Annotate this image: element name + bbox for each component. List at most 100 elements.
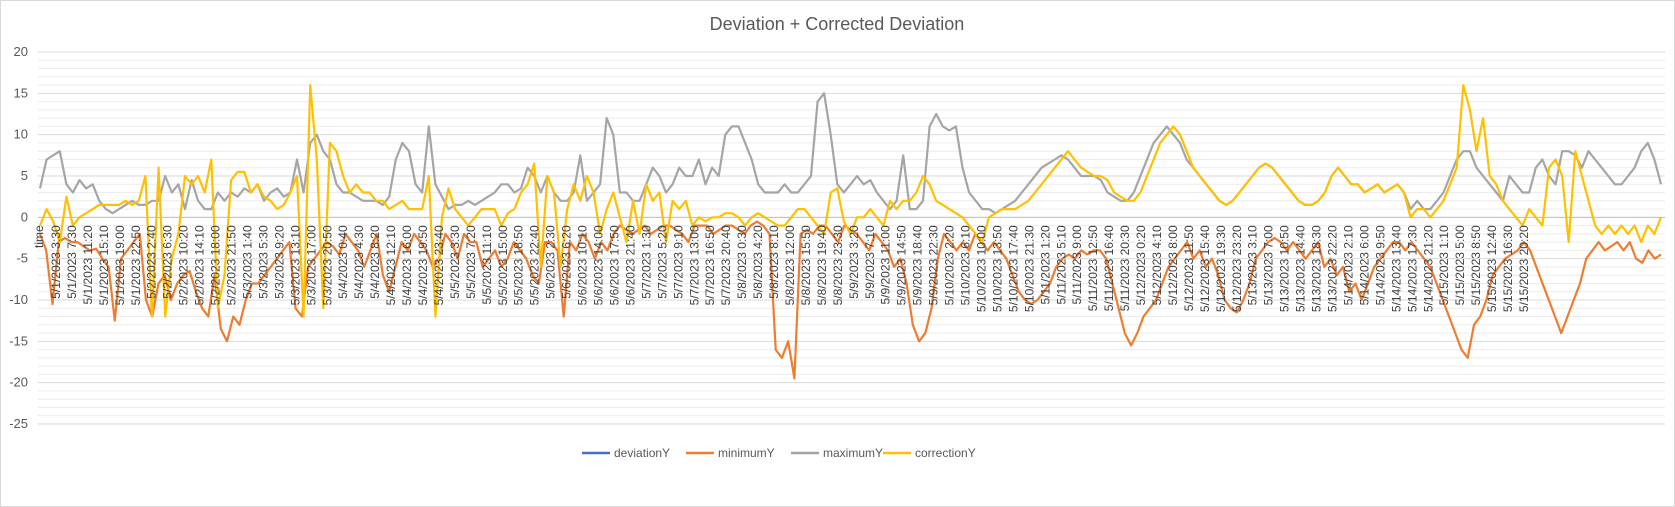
x-tick-label: 5/3/2023 5:30 (256, 225, 270, 299)
x-tick-label: 5/8/2023 23:30 (831, 225, 845, 305)
x-tick-label: 5/11/2023 9:00 (1070, 225, 1084, 305)
x-tick-label: 5/5/2023 22:40 (528, 225, 542, 305)
x-tick-label: 5/2/2023 2:40 (145, 225, 159, 299)
x-tick-label: 5/6/2023 14:00 (592, 225, 606, 305)
x-tick-label: 5/9/2023 11:00 (879, 225, 893, 305)
x-tick-label: 5/14/2023 9:50 (1373, 225, 1387, 305)
x-tick-label: 5/1/2023 11:20 (81, 225, 95, 305)
x-tick-label: 5/6/2023 2:30 (544, 225, 558, 299)
y-tick-label: 20 (14, 44, 28, 59)
x-tick-label: 5/12/2023 19:30 (1214, 225, 1228, 312)
x-tick-label: 5/11/2023 12:50 (1086, 225, 1100, 311)
series-line-maximumY (38, 92, 1663, 215)
x-tick-label: 5/1/2023 7:30 (65, 225, 79, 299)
x-tick-label: 5/13/2023 10:50 (1278, 225, 1292, 312)
x-tick-label: 5/14/2023 2:10 (1341, 225, 1355, 305)
series-line-minimumY (38, 220, 1662, 380)
x-tick-label: 5/4/2023 12:10 (384, 225, 398, 305)
x-tick-label: 5/11/2023 20:30 (1118, 225, 1132, 311)
y-tick-label: -5 (16, 251, 28, 266)
y-tick-label: -10 (9, 292, 28, 307)
x-tick-label: 5/5/2023 3:30 (448, 225, 462, 299)
x-tick-label: 5/12/2023 4:10 (1150, 225, 1164, 305)
x-tick-label: 5/7/2023 5:20 (655, 225, 669, 299)
x-tick-label: 5/5/2023 15:00 (496, 225, 510, 305)
x-tick-label: 5/12/2023 11:50 (1182, 225, 1196, 311)
y-tick-label: 15 (14, 85, 28, 100)
x-tick-label: 5/3/2023 1:40 (240, 225, 254, 299)
x-tick-label: 5/14/2023 13:40 (1389, 225, 1403, 312)
x-tick-label: 5/13/2023 14:40 (1294, 225, 1308, 312)
x-tick-label: 5/9/2023 14:50 (895, 225, 909, 305)
x-tick-label: 5/9/2023 7:10 (863, 225, 877, 299)
x-tick-label: 5/3/2023 20:50 (320, 225, 334, 305)
x-tick-label: 5/15/2023 1:10 (1437, 225, 1451, 305)
x-tick-label: 5/12/2023 0:20 (1134, 225, 1148, 305)
x-tick-label: 5/1/2023 3:30 (49, 225, 63, 299)
legend-label-correctionY: correctionY (915, 446, 976, 460)
x-tick-label: 5/11/2023 1:20 (1038, 225, 1052, 305)
y-tick-label: -15 (9, 333, 28, 348)
legend-label-deviationY: deviationY (614, 446, 670, 460)
x-tick-label: 5/8/2023 12:00 (783, 225, 797, 305)
x-tick-label: 5/12/2023 23:20 (1230, 225, 1244, 312)
x-tick-label: 5/10/2023 2:20 (943, 225, 957, 305)
x-axis-label: time (32, 225, 46, 248)
x-tick-label: 5/15/2023 20:20 (1517, 225, 1531, 312)
x-tick-label: 5/4/2023 23:40 (432, 225, 446, 305)
x-tick-label: 5/5/2023 7:20 (464, 225, 478, 299)
x-tick-label: 5/7/2023 16:50 (703, 225, 717, 305)
x-tick-label: 5/8/2023 0:30 (735, 225, 749, 299)
x-tick-label: 5/15/2023 5:00 (1453, 225, 1467, 305)
x-tick-label: 5/6/2023 10:10 (576, 225, 590, 305)
x-tick-label: 5/7/2023 13:00 (687, 225, 701, 305)
x-tick-label: 5/8/2023 19:40 (815, 225, 829, 305)
x-tick-label: 5/8/2023 4:20 (751, 225, 765, 299)
series-lines (38, 83, 1663, 380)
y-tick-label: 5 (21, 168, 28, 183)
x-tick-label: 5/7/2023 20:40 (719, 225, 733, 305)
x-tick-label: 5/4/2023 8:20 (368, 225, 382, 299)
x-tick-label: 5/15/2023 16:30 (1501, 225, 1515, 312)
x-tick-label: 5/12/2023 8:00 (1166, 225, 1180, 305)
x-tick-label: 5/7/2023 9:10 (671, 225, 685, 299)
x-tick-label: 5/15/2023 8:50 (1469, 225, 1483, 305)
x-tick-label: 5/4/2023 16:00 (400, 225, 414, 305)
series-line-correctionY (38, 83, 1663, 318)
x-tick-label: 5/2/2023 14:10 (193, 225, 207, 305)
x-tick-label: 5/12/2023 15:40 (1198, 225, 1212, 312)
x-tick-label: 5/7/2023 1:30 (639, 225, 653, 299)
x-tick-label: 5/14/2023 21:20 (1421, 225, 1435, 312)
x-tick-label: 5/2/2023 10:20 (177, 225, 191, 305)
x-tick-label: 5/5/2023 18:50 (512, 225, 526, 305)
legend-label-minimumY: minimumY (718, 446, 775, 460)
x-tick-label: 5/13/2023 18:30 (1310, 225, 1324, 312)
x-tick-label: 5/13/2023 22:20 (1326, 225, 1340, 312)
x-tick-label: 5/6/2023 21:40 (623, 225, 637, 305)
y-axis-tick-labels: 20 15 10 5 0 -5 -10 -15 -20 -25 (9, 44, 28, 431)
x-tick-label: 5/4/2023 4:30 (352, 225, 366, 299)
x-tick-label: 5/10/2023 10:00 (974, 225, 988, 312)
x-tick-label: 5/10/2023 21:30 (1022, 225, 1036, 312)
x-tick-label: 5/1/2023 22:50 (129, 225, 143, 305)
x-tick-label: 5/1/2023 15:10 (97, 225, 111, 305)
y-tick-label: 0 (21, 209, 28, 224)
x-tick-label: 5/10/2023 6:10 (959, 225, 973, 305)
x-tick-label: 5/2/2023 18:00 (209, 225, 223, 305)
legend: deviationY minimumY maximumY correctionY (582, 446, 976, 460)
x-tick-label: 5/1/2023 19:00 (113, 225, 127, 305)
x-tick-label: 5/15/2023 12:40 (1485, 225, 1499, 312)
x-tick-label: 5/14/2023 6:00 (1357, 225, 1371, 305)
x-tick-label: 5/2/2023 21:50 (225, 225, 239, 305)
x-tick-label: 5/9/2023 18:40 (911, 225, 925, 305)
x-tick-label: 5/3/2023 17:00 (304, 225, 318, 305)
x-tick-label: 5/10/2023 13:50 (990, 225, 1004, 312)
x-tick-label: 5/3/2023 13:10 (288, 225, 302, 305)
y-tick-label: -20 (9, 375, 28, 390)
x-tick-label: 5/6/2023 6:20 (560, 225, 574, 299)
x-tick-label: 5/11/2023 5:10 (1054, 225, 1068, 305)
x-tick-label: 5/4/2023 0:40 (336, 225, 350, 299)
x-tick-label: 5/4/2023 19:50 (416, 225, 430, 305)
